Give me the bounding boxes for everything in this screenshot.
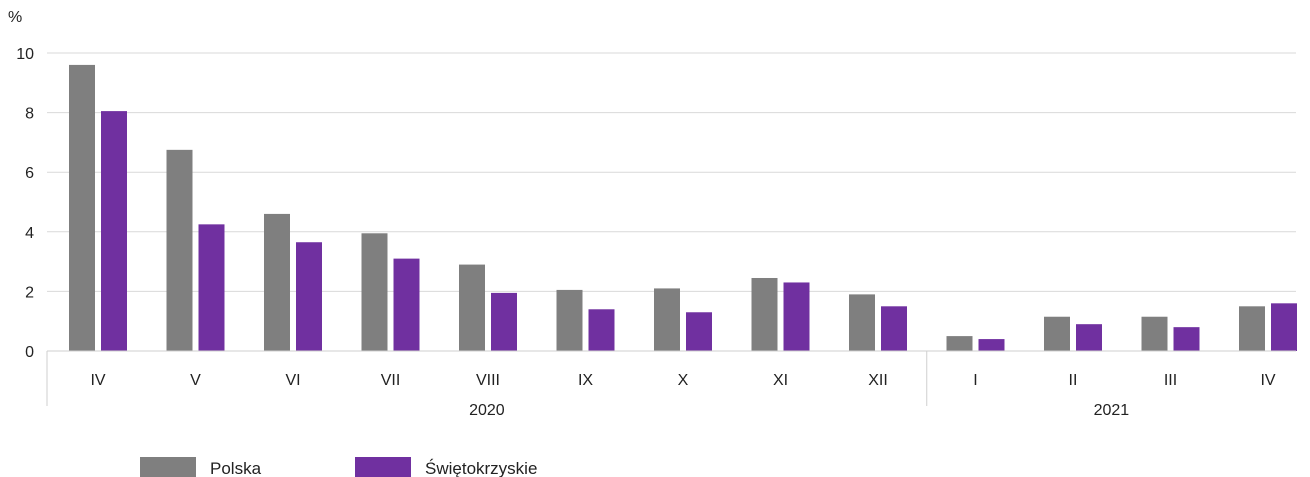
- bar-polska-10: [1044, 316, 1070, 351]
- bar-świętokrzyskie-12: [1271, 303, 1297, 351]
- bar-polska-5: [556, 289, 583, 351]
- legend-label: Polska: [210, 459, 262, 477]
- x-tick-label: V: [190, 372, 201, 389]
- bar-świętokrzyskie-9: [978, 339, 1005, 351]
- bar-polska-6: [654, 288, 680, 351]
- x-tick-label: IV: [1260, 372, 1275, 389]
- x-tick-label: X: [678, 372, 689, 389]
- x-tick-label: I: [973, 372, 977, 389]
- bar-świętokrzyskie-0: [101, 111, 127, 351]
- bar-świętokrzyskie-6: [686, 312, 712, 351]
- y-axis-unit-label: %: [8, 9, 22, 26]
- bar-polska-3: [361, 233, 388, 351]
- bar-polska-12: [1239, 306, 1265, 351]
- bar-polska-1: [166, 149, 193, 351]
- x-tick-label: IV: [90, 372, 105, 389]
- bar-polska-9: [946, 336, 973, 351]
- bar-świętokrzyskie-4: [491, 292, 517, 351]
- gridlines: 0 2 4 6 8 10: [16, 46, 1296, 361]
- bar-świętokrzyskie-1: [198, 224, 225, 351]
- bars: [69, 64, 1297, 352]
- x-tick-label: IX: [578, 372, 593, 389]
- bar-świętokrzyskie-8: [881, 306, 907, 351]
- bar-polska-2: [264, 213, 290, 351]
- bar-polska-8: [849, 294, 875, 351]
- y-tick-label: 2: [25, 284, 34, 301]
- legend-label: Świętokrzyskie: [425, 459, 537, 477]
- bar-polska-7: [751, 277, 778, 351]
- x-tick-label: III: [1164, 372, 1177, 389]
- x-tick-label: XII: [868, 372, 888, 389]
- y-tick-label: 6: [25, 165, 34, 182]
- x-group-label: 2020: [469, 402, 505, 419]
- bar-świętokrzyskie-2: [296, 242, 322, 351]
- legend: Polska Świętokrzyskie: [140, 457, 537, 477]
- x-tick-label: VI: [285, 372, 300, 389]
- bar-polska-4: [459, 264, 485, 351]
- bar-świętokrzyskie-7: [783, 282, 810, 351]
- y-tick-label: 10: [16, 46, 34, 63]
- y-tick-label: 4: [25, 225, 34, 242]
- x-tick-label: VIII: [476, 372, 500, 389]
- bar-świętokrzyskie-11: [1173, 327, 1200, 351]
- bar-polska-11: [1141, 316, 1168, 351]
- x-tick-label: II: [1069, 372, 1078, 389]
- bar-polska-0: [69, 64, 95, 352]
- y-tick-label: 8: [25, 106, 34, 123]
- x-group-label: 2021: [1094, 402, 1130, 419]
- legend-swatch: [355, 457, 411, 477]
- y-tick-label: 0: [25, 344, 34, 361]
- bar-świętokrzyskie-5: [588, 309, 615, 351]
- x-tick-label: XI: [773, 372, 788, 389]
- x-tick-label: VII: [381, 372, 401, 389]
- bar-świętokrzyskie-10: [1076, 324, 1102, 351]
- bar-świętokrzyskie-3: [393, 258, 420, 351]
- legend-swatch: [140, 457, 196, 477]
